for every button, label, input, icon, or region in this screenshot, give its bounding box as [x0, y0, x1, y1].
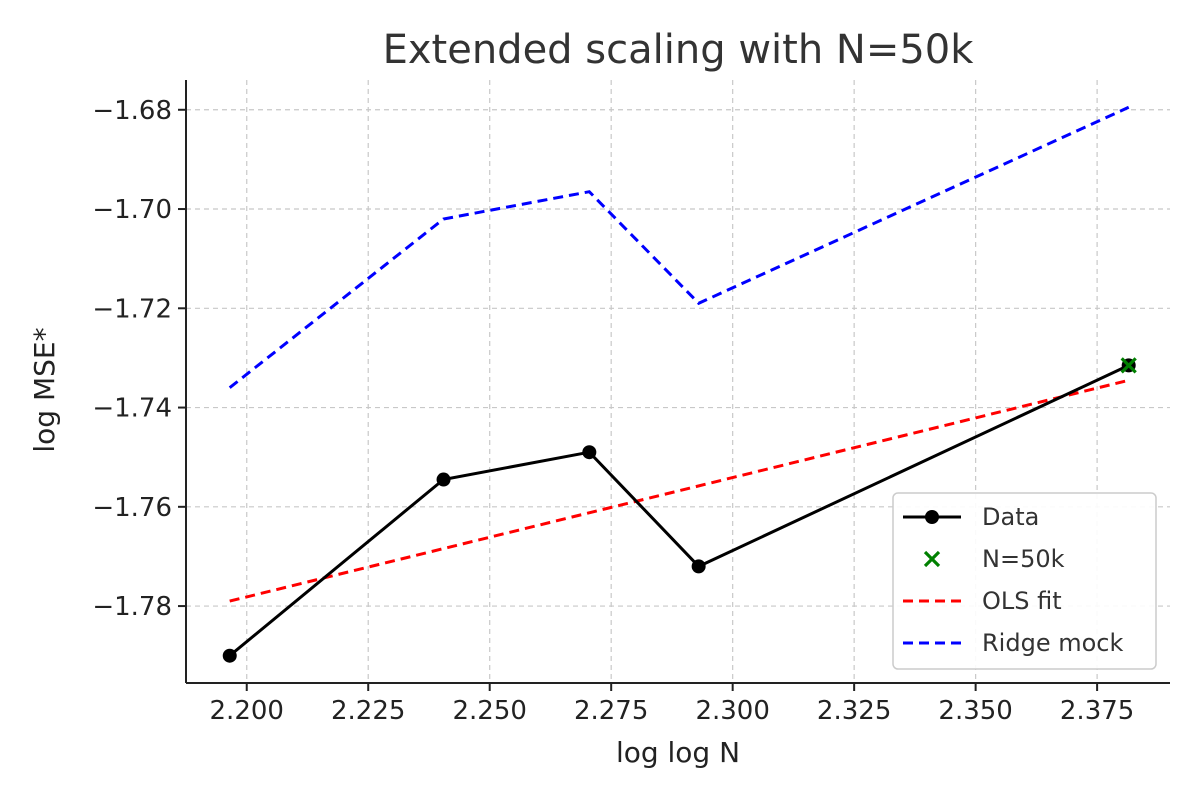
legend-marker-data [925, 510, 939, 524]
ridge-mock-line [228, 105, 1130, 389]
legend-entry-ridge-mock: Ridge mock [903, 629, 1123, 657]
legend-entry-n-50k: N=50k [923, 545, 1065, 573]
x-tick-label: 2.200 [210, 696, 284, 726]
legend-frame [892, 492, 1157, 670]
axes [185, 80, 1170, 684]
x-tick-label: 2.225 [331, 696, 405, 726]
n-50k-marker [1120, 357, 1137, 374]
y-tick-label: −1.68 [92, 96, 172, 126]
data-point [691, 559, 706, 574]
x-tick-label: 2.350 [938, 696, 1012, 726]
x-tick-label: 2.250 [452, 696, 526, 726]
data-point [222, 648, 237, 663]
data-point [436, 472, 451, 487]
chart-title: Extended scaling with N=50k [383, 27, 975, 73]
y-tick-label: −1.74 [92, 394, 172, 424]
legend-label-n-50k: N=50k [982, 545, 1065, 573]
x-tick-label: 2.325 [817, 696, 891, 726]
x-ticks: 2.200 2.225 2.250 2.275 2.300 2.325 2.350 2.375 [210, 683, 1134, 726]
ols-fit-line [229, 378, 1130, 603]
x-axis-label: log log N [616, 736, 740, 769]
legend-label-ols-fit: OLS fit [982, 587, 1062, 615]
y-tick-label: −1.76 [92, 493, 172, 523]
y-tick-label: −1.72 [92, 294, 172, 324]
data-point [582, 445, 597, 460]
series-layer [222, 105, 1137, 663]
x-tick-label: 2.300 [695, 696, 769, 726]
y-ticks: −1.68 −1.70 −1.72 −1.74 −1.76 −1.78 [92, 96, 186, 622]
legend-entry-data: Data [903, 503, 1039, 531]
legend-entry-ols-fit: OLS fit [903, 587, 1062, 615]
y-tick-label: −1.70 [92, 195, 172, 225]
y-tick-label: −1.78 [92, 592, 172, 622]
y-axis-label: log MSE* [28, 327, 61, 452]
x-tick-label: 2.275 [574, 696, 648, 726]
x-tick-label: 2.375 [1060, 696, 1134, 726]
legend-label-data: Data [982, 503, 1039, 531]
legend-label-ridge-mock: Ridge mock [982, 629, 1123, 657]
legend: Data N=50k OLS fit Ridge mock [892, 492, 1157, 670]
legend-swatch-n-50k [923, 550, 941, 568]
